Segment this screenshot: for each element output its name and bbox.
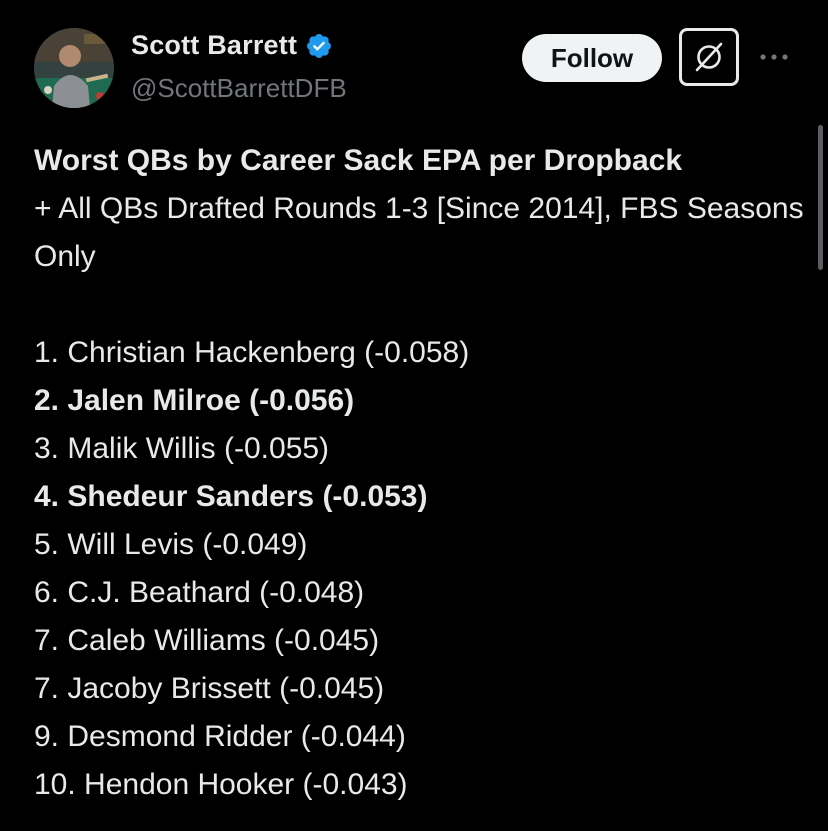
post-title: Worst QBs by Career Sack EPA per Dropbac… <box>34 144 683 177</box>
more-options-button[interactable] <box>757 42 791 72</box>
author-handle[interactable]: @ScottBarrettDFB <box>131 73 347 103</box>
ranking-item-highlighted: 2. Jalen Milroe (-0.056) <box>34 384 355 417</box>
ranking-item: 7. Jacoby Brissett (-0.045) <box>34 672 385 705</box>
follow-button[interactable]: Follow <box>522 34 662 82</box>
rankings-list: 1. Christian Hackenberg (-0.058) 2. Jale… <box>34 329 804 809</box>
ranking-item: 9. Desmond Ridder (-0.044) <box>34 720 406 753</box>
verified-badge-icon <box>305 32 333 60</box>
ranking-item: 5. Will Levis (-0.049) <box>34 528 308 561</box>
ranking-item: 6. C.J. Beathard (-0.048) <box>34 576 365 609</box>
post-text: Worst QBs by Career Sack EPA per Dropbac… <box>34 137 804 809</box>
ranking-item: 3. Malik Willis (-0.055) <box>34 432 330 465</box>
post-header: Scott Barrett @ScottBarrettDFB Follow <box>0 0 828 120</box>
paragraph-spacer <box>34 281 804 329</box>
grok-button[interactable] <box>679 28 739 86</box>
grok-icon <box>695 42 723 72</box>
author-display-name[interactable]: Scott Barrett <box>131 30 298 60</box>
author-name-row: Scott Barrett <box>131 30 333 61</box>
avatar[interactable] <box>34 28 114 108</box>
ranking-item: 7. Caleb Williams (-0.045) <box>34 624 380 657</box>
profile-photo-icon <box>34 28 114 108</box>
ranking-item-highlighted: 4. Shedeur Sanders (-0.053) <box>34 480 428 513</box>
scrollbar[interactable] <box>818 125 823 270</box>
post-subtitle: + All QBs Drafted Rounds 1-3 [Since 2014… <box>34 192 804 273</box>
ranking-item: 1. Christian Hackenberg (-0.058) <box>34 336 470 369</box>
more-horizontal-icon <box>760 54 788 60</box>
ranking-item: 10. Hendon Hooker (-0.043) <box>34 768 408 801</box>
